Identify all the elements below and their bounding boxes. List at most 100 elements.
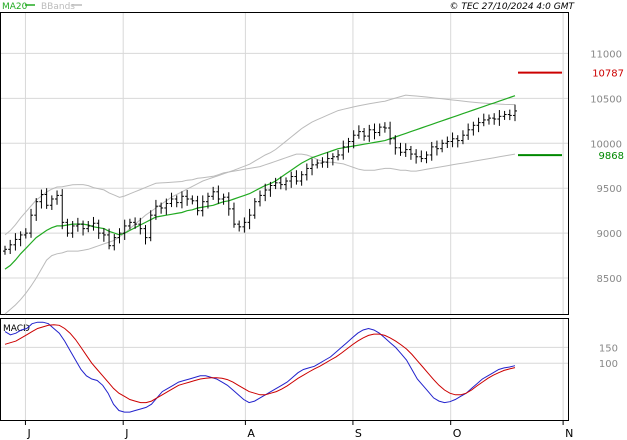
ohlc-bar: [263, 183, 268, 202]
ohlc-bar: [221, 193, 226, 205]
ohlc-bar: [320, 157, 325, 168]
macd-panel-frame: [0, 318, 569, 421]
price-tick-label: 11000: [590, 49, 622, 60]
ohlc-bar: [216, 185, 221, 204]
macd-tick-label: 100: [599, 359, 618, 370]
ohlc-bar: [138, 217, 143, 235]
ohlc-bar: [174, 195, 179, 208]
price-levels: 10787 9868: [518, 69, 624, 162]
macd-tick-label: 150: [599, 343, 618, 354]
ohlc-bar: [336, 150, 341, 161]
ohlc-bar: [450, 132, 455, 148]
bb-upper-line: [4, 94, 516, 236]
macd-signal-line: [4, 324, 516, 404]
ohlc-bar: [419, 150, 424, 163]
ohlc-bar: [164, 198, 169, 215]
price-tick-label: 8500: [597, 274, 622, 285]
ohlc-bar: [351, 130, 356, 149]
ohlc-bar: [310, 158, 315, 176]
ohlc-bar: [8, 239, 13, 254]
ohlc-bar: [55, 190, 60, 205]
price-tick-label: 10500: [590, 94, 622, 105]
ohlc-bar: [356, 125, 361, 139]
x-tick-label: S: [355, 427, 362, 440]
ohlc-bar: [60, 189, 65, 230]
ohlc-bar: [159, 202, 164, 214]
ohlc-bar: [122, 219, 127, 240]
price-tick-label: 9000: [597, 229, 622, 240]
ohlc-bar: [299, 171, 304, 186]
ohlc-bar: [185, 190, 190, 206]
ohlc-bar: [34, 198, 39, 221]
ohlc-bar: [18, 231, 23, 247]
ohlc-bar: [497, 110, 502, 126]
x-tick-label: O: [453, 427, 462, 440]
ohlc-bar: [278, 176, 283, 190]
ohlc-bar: [346, 137, 351, 153]
ohlc-bar: [252, 198, 257, 219]
price-panel-frame: [0, 12, 569, 315]
bb-lower-line: [4, 153, 516, 315]
ohlc-bar: [44, 188, 49, 209]
price-tick-label: 9500: [597, 184, 622, 195]
x-tick-label: J: [26, 427, 30, 440]
ohlc-bar: [75, 217, 80, 232]
level-label: 9868: [599, 151, 624, 162]
x-tick-label: N: [565, 427, 573, 440]
ohlc-bar: [440, 139, 445, 153]
ohlc-bar: [393, 135, 398, 155]
ohlc-bar: [455, 135, 460, 148]
ohlc-bar: [460, 130, 465, 145]
ohlc-bar: [341, 140, 346, 160]
ohlc-bar: [445, 136, 450, 148]
ohlc-bar: [476, 117, 481, 133]
ohlc-bar: [502, 110, 507, 120]
ohlc-bar: [429, 141, 434, 161]
ohlc-bar: [403, 143, 408, 157]
ohlc-bar: [169, 192, 174, 208]
ohlc-bar: [398, 142, 403, 156]
ohlc-bar: [247, 208, 252, 230]
ohlc-bar: [179, 191, 184, 209]
legend-ma20: MA20: [2, 2, 28, 12]
ohlc-bar: [65, 218, 70, 237]
ohlc-bar: [294, 170, 299, 185]
ohlc-bar: [513, 104, 517, 122]
ohlc-bar: [39, 189, 44, 209]
ohlc-bar: [49, 195, 54, 210]
ohlc-bar: [29, 208, 34, 238]
ohlc-bar: [424, 151, 429, 164]
ohlc-bar: [273, 177, 278, 190]
macd-grid: [1, 319, 568, 420]
ohlc-bar: [153, 199, 158, 220]
ohlc-bar: [13, 233, 18, 251]
ohlc-bar: [226, 192, 231, 216]
ohlc-bar: [117, 228, 122, 244]
ohlc-bar: [284, 177, 289, 191]
ohlc-bar: [377, 123, 382, 137]
bbands-layer: [4, 94, 516, 315]
level-label: 10787: [592, 69, 624, 80]
ohlc-bar: [466, 123, 471, 140]
ohlc-bar: [325, 152, 330, 168]
ohlc-bar: [211, 186, 216, 200]
ohlc-bar: [362, 128, 367, 141]
ohlc-bar: [330, 153, 335, 166]
ohlc-bar: [486, 114, 491, 125]
ohlc-bar: [408, 145, 413, 160]
ohlc-bar: [315, 159, 320, 169]
macd-lines: [4, 321, 516, 413]
ohlc-bar: [148, 210, 153, 242]
price-grid: [1, 13, 568, 314]
ohlc-bar: [372, 123, 377, 140]
ohlc-bar: [70, 221, 75, 238]
ohlc-bar: [3, 245, 7, 255]
ohlc-bar: [86, 221, 91, 233]
ohlc-bar: [481, 113, 486, 127]
ohlc-bar: [107, 228, 112, 250]
ohlc-bars: [3, 104, 517, 255]
ohlc-bar: [143, 225, 148, 245]
